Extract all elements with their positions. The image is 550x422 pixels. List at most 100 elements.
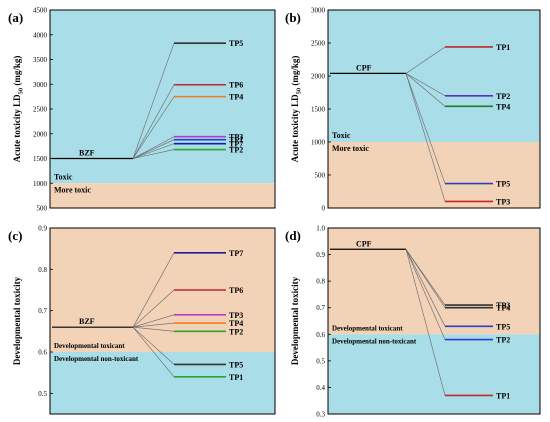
panel-d: 0.3 0.4 0.5 0.6 0.7 0.8 0.9 1.0 Developmental to… [285, 225, 541, 419]
level-label-tp4: TP4 [229, 319, 243, 328]
connector-tp1 [405, 249, 446, 396]
region-label-upper: Toxic [54, 172, 73, 181]
y-tick-label: 1000 [33, 180, 48, 188]
panel-label: (b) [285, 10, 301, 25]
region-label-lower: Developmental non-toxicant [54, 355, 139, 363]
y-tick-label: 0.8 [38, 266, 47, 274]
level-label-tp7: TP7 [229, 140, 243, 149]
level-label-tp4: TP4 [496, 304, 510, 313]
connector-tp6 [132, 84, 175, 159]
y-axis-title: Acute toxicity LD50 (mg/kg) [12, 56, 25, 163]
y-tick-label: 2500 [33, 106, 48, 114]
y-tick-label: 4000 [33, 31, 48, 39]
connector-tp5 [405, 249, 446, 327]
level-label-tp3: TP3 [496, 301, 510, 310]
region-lower [328, 334, 540, 414]
region-lower [50, 352, 275, 414]
y-tick-label: 1.0 [316, 225, 325, 233]
panel-label: (a) [8, 10, 23, 25]
y-tick-label: 0.9 [38, 225, 47, 233]
y-tick-label: 3500 [33, 56, 48, 64]
region-upper [328, 10, 540, 142]
connector-tp1 [405, 46, 446, 74]
parent-label: CPF [356, 63, 372, 72]
level-label-tp1: TP1 [496, 43, 510, 52]
connector-tp3 [132, 136, 175, 159]
plot-frame [49, 227, 276, 415]
y-tick-label: 0.7 [316, 304, 325, 312]
connector-tp5 [132, 326, 175, 365]
y-tick-label: 0.4 [316, 384, 325, 392]
y-tick-label: 2000 [33, 130, 48, 138]
y-axis-title: Developmental toxicity [12, 276, 22, 365]
panel-label: (c) [8, 228, 22, 243]
plot-frame [327, 227, 541, 415]
level-label-tp1: TP1 [229, 136, 243, 145]
region-upper [50, 228, 275, 352]
y-tick-label: 2000 [311, 73, 326, 81]
y-tick-label: 0.7 [38, 307, 47, 315]
y-tick-label: 0.8 [316, 278, 325, 286]
y-tick-label: 3000 [311, 7, 326, 15]
y-tick-label: 0.9 [316, 251, 325, 259]
connector-tp7 [132, 143, 175, 159]
level-label-tp1: TP1 [496, 391, 510, 400]
y-tick-label: 0.6 [316, 331, 325, 339]
connector-tp2 [405, 73, 446, 97]
connector-tp4 [405, 73, 446, 107]
level-label-tp2: TP2 [229, 146, 243, 155]
region-label-lower: More toxic [332, 144, 369, 153]
region-label-lower: More toxic [54, 185, 91, 194]
region-label-upper: Developmental toxicant [54, 342, 125, 350]
y-tick-label: 3000 [33, 81, 48, 89]
y-tick-label: 1500 [33, 155, 48, 163]
y-tick-label: 1500 [311, 106, 326, 114]
level-label-tp2: TP2 [496, 336, 510, 345]
y-axis-title: Developmental toxicity [290, 276, 300, 365]
y-axis-title: Acute toxicity LD50 (mg/kg) [290, 56, 303, 163]
level-label-tp3: TP3 [229, 133, 243, 142]
level-label-tp1: TP1 [229, 373, 243, 382]
connector-tp5 [132, 43, 175, 159]
connector-tp6 [132, 289, 175, 328]
region-label-upper: Developmental toxicant [332, 324, 403, 332]
region-lower [50, 183, 275, 208]
region-upper [328, 228, 540, 335]
connector-tp2 [132, 149, 175, 159]
panel-b: 0 500 1000 1500 2000 2500 3000 Acute toxicity L… [285, 7, 541, 213]
connector-tp4 [405, 249, 446, 308]
level-label-tp6: TP6 [229, 81, 243, 90]
connector-tp4 [132, 96, 175, 159]
y-tick-label: 500 [37, 205, 48, 213]
level-label-tp4: TP4 [496, 102, 510, 111]
y-tick-label: 0.6 [38, 349, 47, 357]
y-tick-label: 4500 [33, 7, 48, 15]
y-tick-label: 500 [315, 172, 326, 180]
level-label-tp2: TP2 [496, 92, 510, 101]
connector-tp2 [405, 249, 446, 340]
y-tick-label: 1000 [311, 139, 326, 147]
parent-label: BZF [79, 149, 95, 158]
level-label-tp5: TP5 [229, 39, 243, 48]
connector-tp1 [132, 327, 175, 377]
level-label-tp5: TP5 [496, 180, 510, 189]
parent-label: CPF [356, 239, 372, 248]
y-tick-label: 0 [322, 205, 326, 213]
y-tick-label: 0.5 [38, 390, 47, 398]
connector-tp1 [132, 139, 175, 159]
level-label-tp4: TP4 [229, 93, 243, 102]
level-label-tp3: TP3 [496, 197, 510, 206]
region-label-upper: Toxic [332, 131, 351, 140]
parent-label: BZF [79, 317, 95, 326]
connector-tp4 [132, 322, 175, 328]
y-tick-label: 0.3 [316, 411, 325, 419]
region-upper [50, 10, 275, 184]
connector-tp3 [405, 73, 446, 202]
panel-label: (d) [285, 228, 301, 243]
level-label-tp3: TP3 [229, 311, 243, 320]
connector-tp7 [132, 252, 175, 328]
level-label-tp5: TP5 [229, 360, 243, 369]
y-tick-label: 2500 [311, 40, 326, 48]
panel-a: 500 1000 1500 2000 2500 3000 3500 4000 4500 Acute… [8, 7, 276, 213]
